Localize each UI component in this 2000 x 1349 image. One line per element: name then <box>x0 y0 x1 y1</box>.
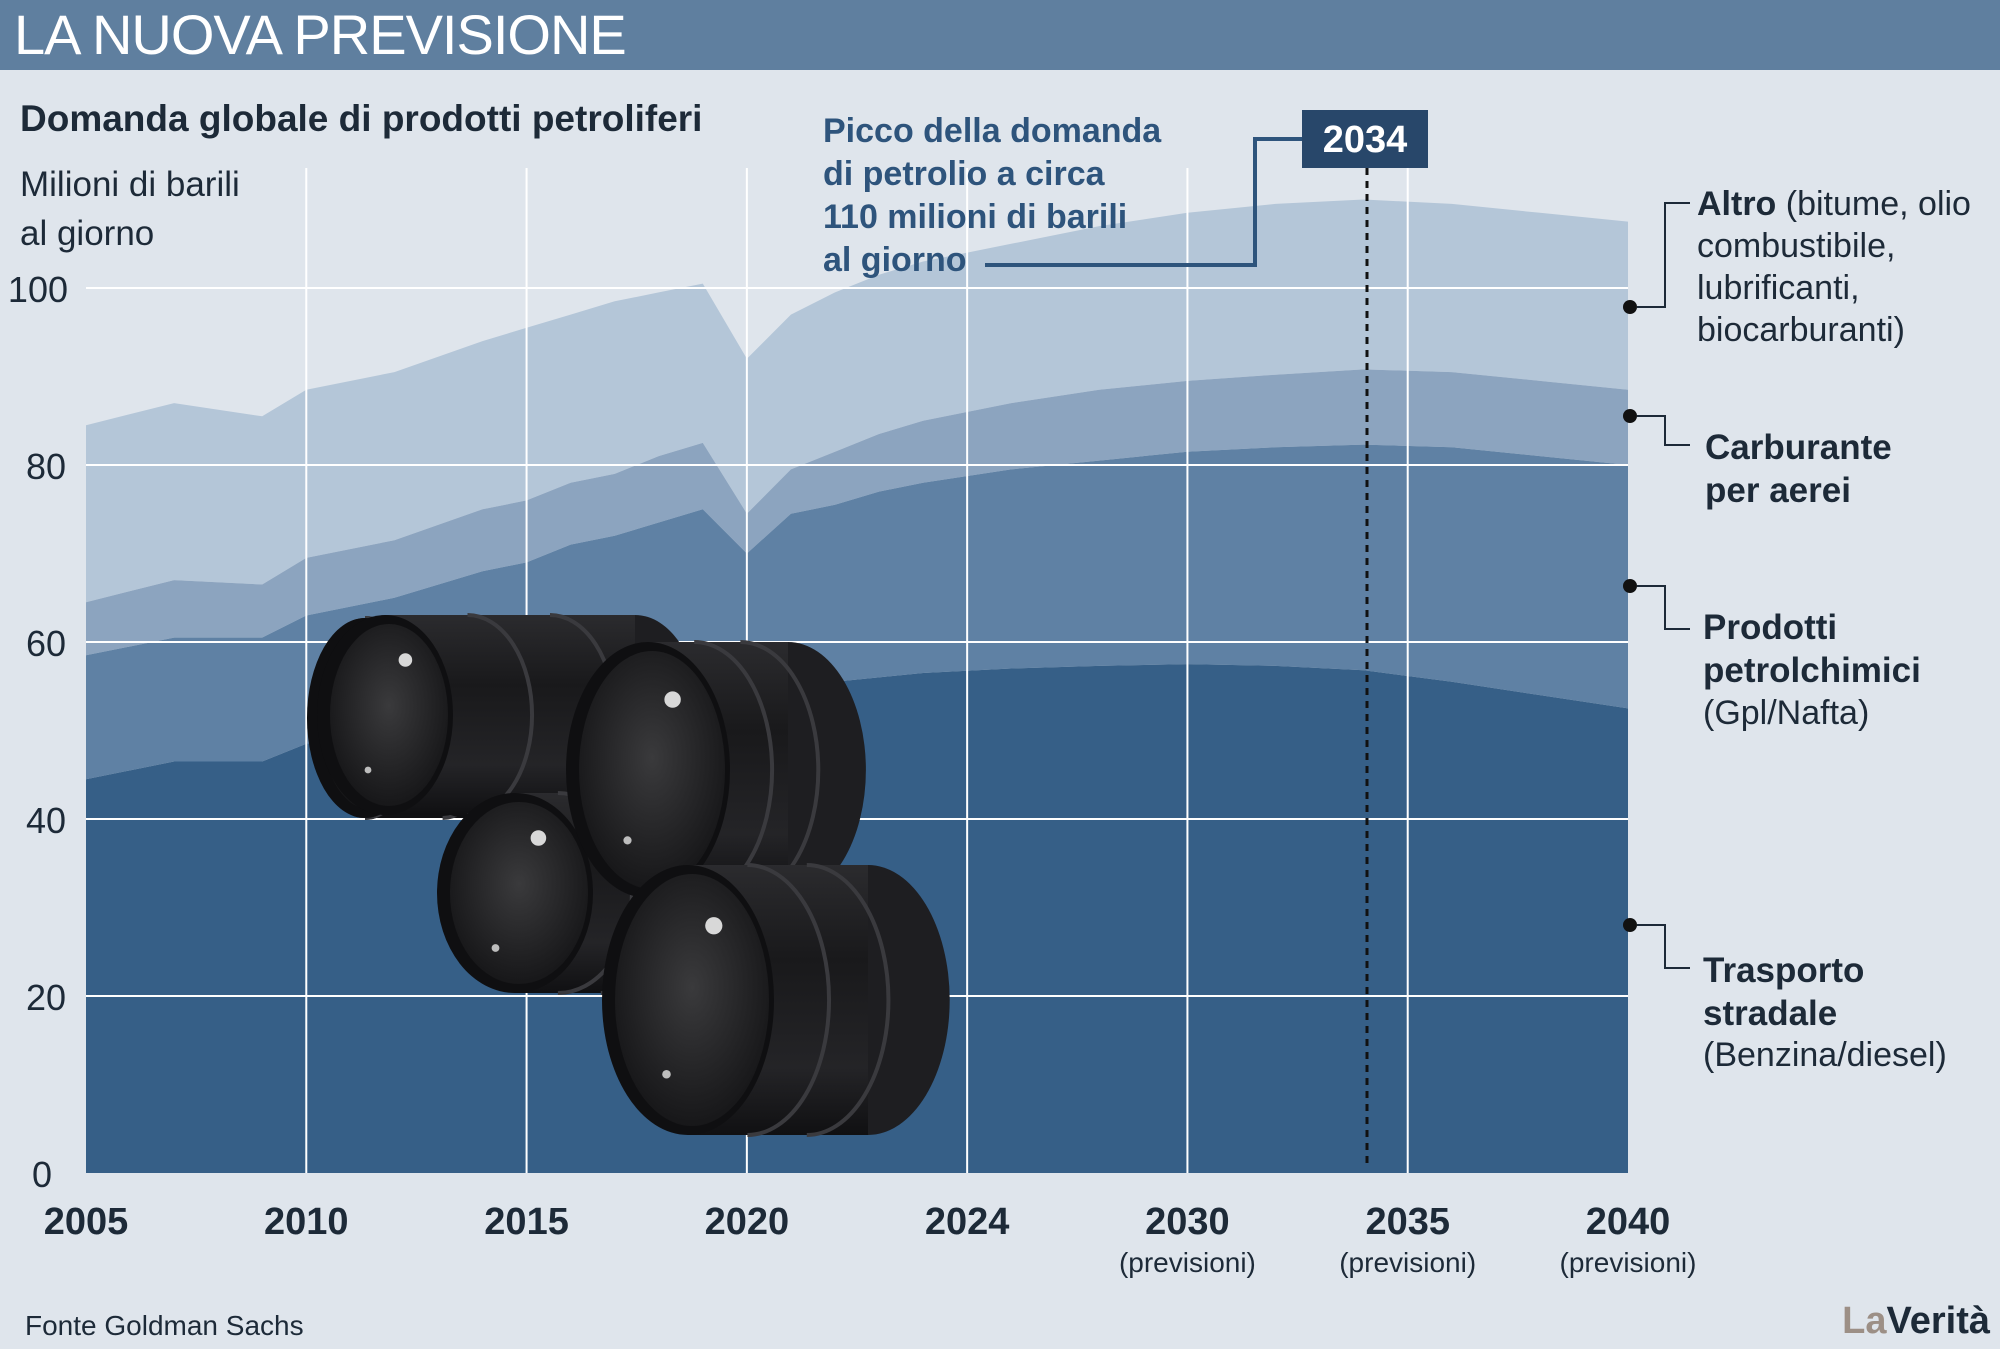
legend-altro-line-4: biocarburanti) <box>1697 311 1905 349</box>
legend: Altro (bitume, olio combustibile, lubrif… <box>1623 185 1971 1074</box>
source-note: Fonte Goldman Sachs <box>25 1310 304 1341</box>
annotation-line-4: al giorno <box>823 241 967 279</box>
legend-carburante-line-1: Carburante <box>1705 428 1892 467</box>
legend-connector-altro <box>1637 202 1690 308</box>
x-tick-label: 2015 <box>484 1201 569 1243</box>
legend-altro-bold: Altro <box>1697 185 1776 223</box>
peak-year-box <box>1302 110 1428 168</box>
y-axis-ticks: 0 20 40 60 80 100 <box>8 269 68 1195</box>
y-axis-label-line-2: al giorno <box>20 214 154 253</box>
annotation-line-1: Picco della domanda <box>823 112 1162 150</box>
y-tick-label: 60 <box>26 623 66 664</box>
barrel-bottom-right <box>602 863 950 1137</box>
x-tick-label: 2020 <box>705 1201 790 1243</box>
x-tick-label: 2024 <box>925 1201 1010 1243</box>
x-tick-label: 2005 <box>44 1201 129 1243</box>
legend-marker-carburante <box>1623 409 1637 423</box>
x-tick-label: 2030 <box>1145 1201 1230 1243</box>
legend-connector-petrolchimici <box>1637 585 1690 630</box>
y-tick-label: 40 <box>26 800 66 841</box>
y-tick-label: 20 <box>26 977 66 1018</box>
barrel-top-right <box>566 640 866 900</box>
legend-marker-trasporto <box>1623 918 1637 932</box>
x-tick-sublabel: (previsioni) <box>1339 1247 1476 1278</box>
logo-part-2: Verità <box>1886 1300 1990 1342</box>
y-axis-label-line-1: Milioni di barili <box>20 165 240 204</box>
legend-altro-normal: (bitume, olio <box>1776 185 1971 223</box>
x-tick-label: 2010 <box>264 1201 349 1243</box>
legend-altro-line-1: Altro (bitume, olio <box>1697 185 1971 223</box>
y-tick-label: 80 <box>26 446 66 487</box>
legend-altro-line-2: combustibile, <box>1697 227 1895 265</box>
legend-marker-altro <box>1623 300 1637 314</box>
legend-altro-line-3: lubrificanti, <box>1697 269 1860 307</box>
logo-part-1: La <box>1842 1300 1887 1342</box>
x-tick-sublabel: (previsioni) <box>1560 1247 1697 1278</box>
area-series-3 <box>86 199 1628 603</box>
y-tick-label: 100 <box>8 269 68 310</box>
y-tick-label: 0 <box>32 1154 52 1195</box>
chart-title: Domanda globale di prodotti petroliferi <box>20 98 702 139</box>
legend-trasporto-line-2: stradale <box>1703 994 1837 1033</box>
annotation-connector <box>985 137 1302 267</box>
publisher-logo: LaVerità <box>1842 1300 1991 1342</box>
banner-title: LA NUOVA PREVISIONE <box>14 3 627 66</box>
x-axis-ticks: 2005 2010 2015 2020 2024 2030 (previsioni) 2035… <box>44 1201 1697 1278</box>
legend-connector-trasporto <box>1637 924 1690 969</box>
area-series-2 <box>86 369 1628 656</box>
annotation-line-3: 110 milioni di barili <box>823 198 1127 236</box>
oil-barrels-illustration <box>307 613 950 1137</box>
legend-marker-petrolchimici <box>1623 579 1637 593</box>
legend-trasporto-line-3: (Benzina/diesel) <box>1703 1036 1947 1074</box>
peak-year-label: 2034 <box>1323 119 1408 161</box>
legend-petrolchimici-line-3: (Gpl/Nafta) <box>1703 694 1869 732</box>
title-banner: LA NUOVA PREVISIONE <box>0 0 2000 70</box>
legend-connector-carburante <box>1637 415 1690 446</box>
legend-petrolchimici-line-1: Prodotti <box>1703 608 1837 647</box>
legend-trasporto-line-1: Trasporto <box>1703 951 1864 990</box>
legend-petrolchimici-line-2: petrolchimici <box>1703 651 1921 690</box>
x-tick-label: 2035 <box>1365 1201 1450 1243</box>
legend-carburante-line-2: per aerei <box>1705 471 1851 510</box>
x-tick-sublabel: (previsioni) <box>1119 1247 1256 1278</box>
x-tick-label: 2040 <box>1586 1201 1671 1243</box>
annotation-line-2: di petrolio a circa <box>823 155 1106 193</box>
